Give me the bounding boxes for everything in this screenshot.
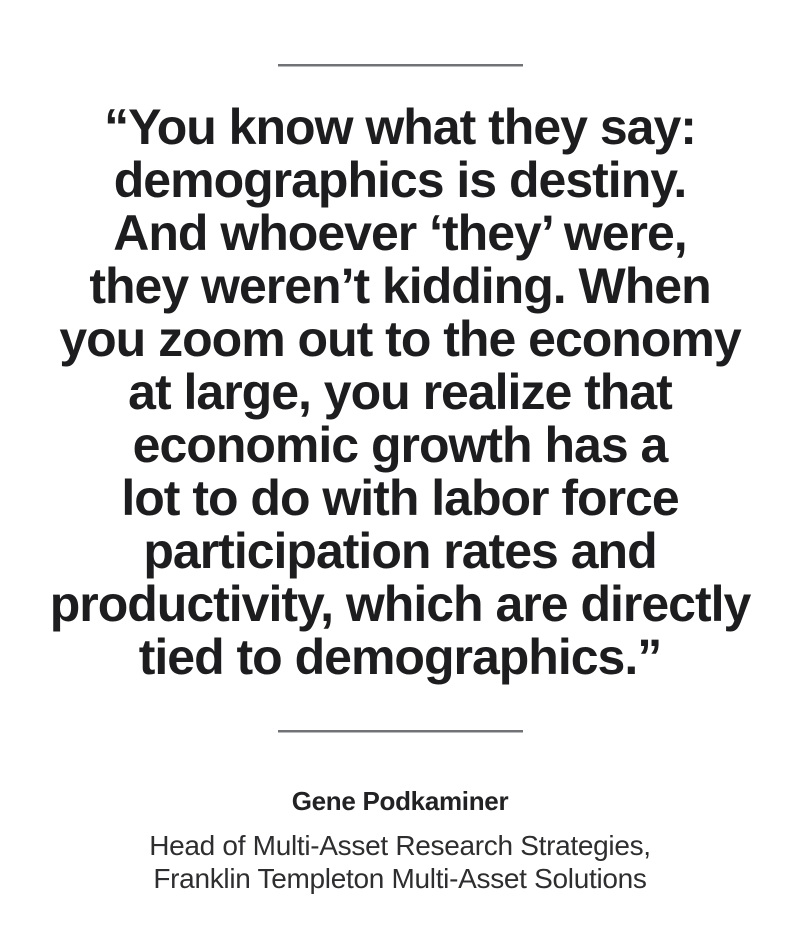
pull-quote: “You know what they say: demographics is… (12, 101, 788, 684)
quote-line: at large, you realize that (128, 364, 673, 420)
attribution-role: Head of Multi-Asset Research Strategies,… (0, 829, 800, 895)
quote-line: they weren’t kidding. When (89, 258, 711, 314)
attribution-role-line: Head of Multi-Asset Research Strategies, (149, 830, 651, 861)
attribution-block: Gene Podkaminer Head of Multi-Asset Rese… (0, 785, 800, 895)
quote-line: productivity, which are directly (49, 576, 752, 632)
quote-line: “You know what they say: (104, 99, 697, 155)
attribution-role-line: Franklin Templeton Multi-Asset Solutions (153, 863, 647, 894)
divider-top (277, 64, 523, 67)
quote-line: economic growth has a (132, 417, 669, 473)
quote-line: you zoom out to the economy (59, 311, 741, 367)
quote-line: participation rates and (143, 523, 657, 579)
attribution-name: Gene Podkaminer (291, 786, 509, 816)
quote-line: demographics is destiny. (113, 152, 687, 208)
quote-line: lot to do with labor force (121, 470, 679, 526)
quote-line: tied to demographics.” (138, 629, 663, 685)
quote-line: And whoever ‘they’ were, (113, 205, 687, 261)
divider-bottom (277, 730, 523, 733)
